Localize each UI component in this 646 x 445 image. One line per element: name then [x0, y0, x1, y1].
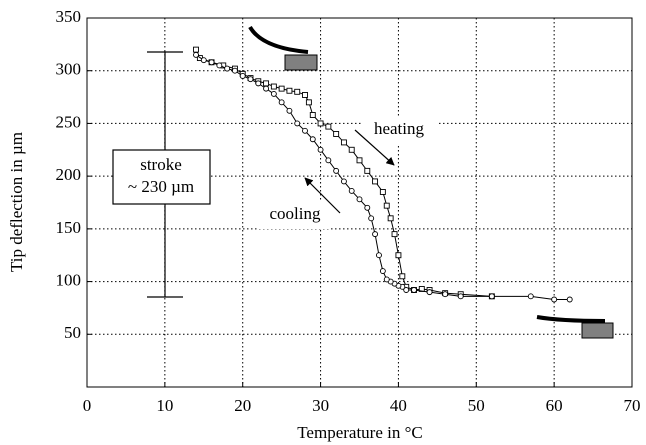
x-tick-label: 40	[390, 396, 407, 415]
label-bg	[362, 116, 438, 144]
circle-marker	[216, 62, 223, 69]
circle-marker	[224, 65, 231, 72]
series-line	[195, 49, 492, 297]
x-tick-label: 70	[624, 396, 641, 415]
x-tick-label: 0	[83, 396, 92, 415]
square-marker	[193, 46, 199, 53]
label-bg	[258, 201, 330, 229]
square-marker	[387, 215, 394, 222]
square-marker	[379, 189, 386, 195]
square-marker	[317, 120, 324, 127]
circle-marker	[325, 157, 332, 164]
annotation: ~ 230 µm	[128, 177, 194, 196]
x-tick-label: 60	[546, 396, 563, 415]
circle-marker	[193, 51, 199, 58]
square-marker	[325, 123, 332, 130]
circle-marker	[551, 296, 558, 303]
circle-marker	[442, 291, 449, 298]
y-tick-label: 100	[56, 270, 82, 289]
x-axis-label: Temperature in °C	[297, 423, 423, 442]
square-marker	[399, 273, 406, 280]
circle-marker	[231, 67, 238, 74]
square-marker	[395, 252, 402, 259]
annotation: cooling	[270, 204, 321, 223]
circle-marker	[200, 57, 207, 64]
stroke-box	[112, 149, 211, 205]
circle-marker	[356, 196, 363, 203]
circle-marker	[208, 59, 215, 66]
square-marker	[348, 146, 355, 153]
circle-marker	[368, 215, 375, 222]
cooling-arrow	[304, 177, 341, 214]
circle-marker	[263, 85, 270, 92]
circle-marker	[270, 90, 277, 97]
circle-marker	[239, 73, 246, 79]
y-tick-label: 200	[56, 165, 82, 184]
x-tick-label: 30	[312, 396, 329, 415]
circle-marker	[376, 252, 382, 259]
circle-marker	[457, 293, 464, 300]
annotation: stroke	[140, 155, 182, 174]
cantilever-icon	[536, 315, 606, 323]
series-line	[195, 54, 570, 300]
annotation: heating	[374, 119, 425, 138]
circle-marker	[379, 268, 386, 274]
square-marker	[383, 202, 390, 209]
circle-marker	[302, 127, 308, 134]
stroke-indicator	[112, 51, 211, 298]
square-marker	[364, 167, 371, 174]
square-marker	[305, 99, 312, 106]
y-tick-label: 250	[56, 112, 82, 131]
circle-marker	[294, 120, 301, 127]
circle-marker	[333, 167, 340, 174]
circle-marker	[247, 76, 254, 83]
circle-marker	[340, 178, 347, 185]
plot-frame	[86, 17, 633, 388]
square-marker	[372, 178, 379, 185]
substrate-icon	[284, 54, 318, 71]
square-marker	[391, 231, 398, 238]
square-marker	[294, 88, 301, 95]
square-marker	[333, 131, 340, 137]
circle-marker	[527, 293, 534, 300]
circle-marker	[383, 276, 390, 283]
circle-marker	[426, 289, 433, 296]
circle-marker	[411, 287, 417, 293]
circle-marker	[372, 231, 379, 238]
y-tick-label: 350	[56, 7, 82, 26]
square-marker	[278, 85, 285, 92]
x-tick-label: 20	[234, 396, 251, 415]
plot	[193, 46, 573, 303]
circle-marker	[403, 287, 410, 293]
circle-marker	[348, 187, 355, 194]
heating-arrow	[354, 129, 395, 166]
square-marker	[309, 112, 316, 118]
circle-marker	[566, 296, 573, 303]
circle-marker	[255, 80, 262, 87]
cantilever-icon	[248, 25, 309, 54]
y-tick-label: 150	[56, 218, 82, 237]
square-marker	[356, 157, 363, 164]
substrate-icon	[581, 322, 614, 339]
square-marker	[270, 83, 277, 90]
square-marker	[340, 139, 347, 146]
circle-marker	[278, 99, 285, 106]
x-tick-label: 50	[468, 396, 485, 415]
square-marker	[286, 87, 293, 94]
square-marker	[302, 92, 308, 98]
square-marker	[263, 80, 270, 87]
y-axis-label: Tip deflection in µm	[7, 132, 26, 272]
x-tick-label: 10	[156, 396, 173, 415]
circle-marker	[488, 293, 495, 300]
circle-marker	[286, 107, 293, 114]
y-tick-label: 300	[56, 60, 82, 79]
circle-marker	[317, 146, 324, 153]
circle-marker	[364, 204, 371, 211]
y-tick-label: 50	[64, 323, 81, 342]
circle-marker	[309, 136, 316, 143]
